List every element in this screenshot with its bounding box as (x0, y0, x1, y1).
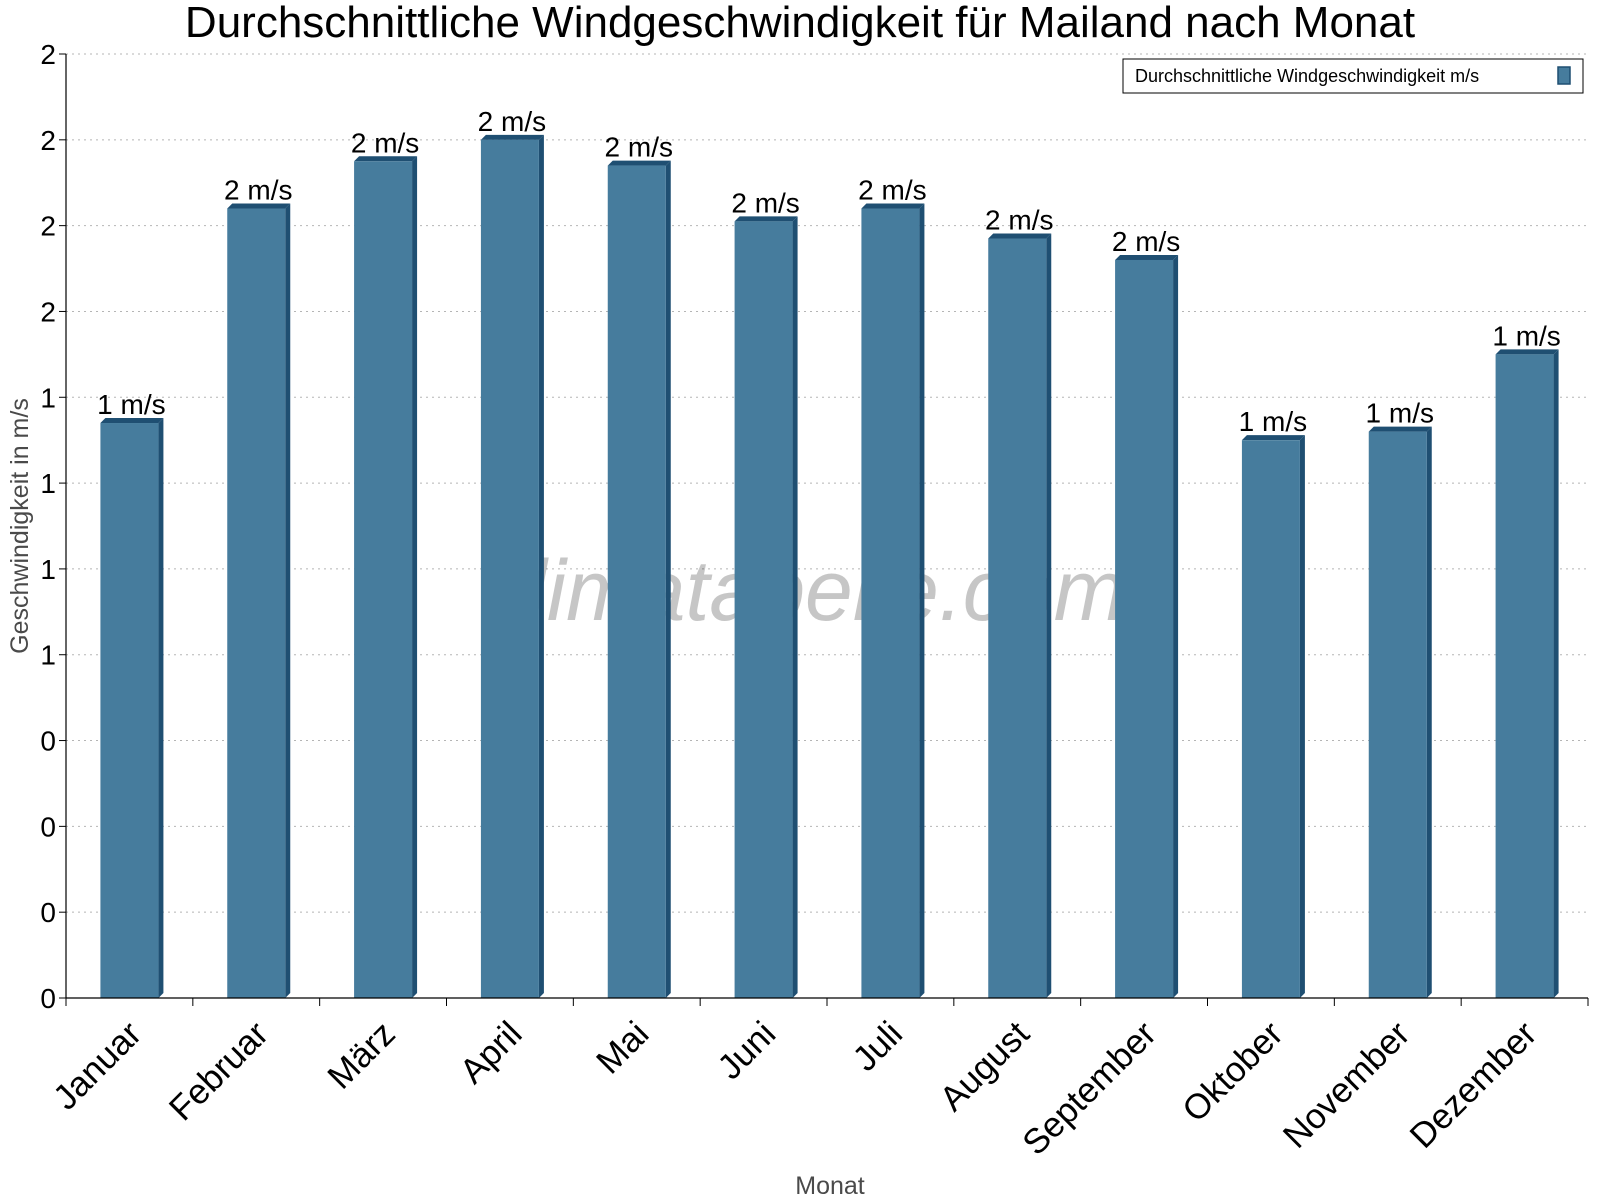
legend-swatch (1557, 66, 1571, 85)
y-tick-label: 0 (40, 811, 56, 842)
bar-top (354, 156, 418, 162)
x-tick-label: Juli (845, 1014, 910, 1079)
bar-front (1368, 431, 1427, 999)
x-tick-label: Juni (710, 1014, 783, 1087)
bar-top (100, 418, 164, 424)
bar-top (1115, 254, 1179, 260)
bar-front (861, 208, 920, 999)
x-tick-label: Mai (589, 1014, 656, 1081)
bar-front (1495, 354, 1554, 998)
x-axis-title: Monat (795, 1172, 865, 1200)
bar-side (792, 216, 798, 998)
y-tick-label: 2 (40, 125, 56, 156)
x-tick-label: Oktober (1175, 1014, 1291, 1130)
bar-front (354, 161, 413, 999)
value-label: 1 m/s (1239, 406, 1307, 437)
y-tick-label: 2 (40, 211, 56, 242)
bar-10 (1241, 435, 1305, 998)
x-tick-label: September (1015, 1014, 1164, 1163)
y-tick-label: 0 (40, 983, 56, 1014)
bar-front (988, 238, 1047, 998)
legend: Durchschnittliche Windgeschwindigkeit m/… (1122, 58, 1584, 94)
bar-2 (227, 203, 291, 999)
bar-side (1173, 254, 1179, 999)
bar-front (607, 165, 666, 999)
bar-top (480, 134, 544, 140)
legend-box (1122, 58, 1584, 94)
bar-7 (861, 203, 925, 999)
x-tick-label: April (452, 1014, 529, 1091)
x-tick-label: Dezember (1402, 1014, 1544, 1156)
grid-lines (66, 53, 1588, 913)
y-tick-label: 1 (40, 468, 56, 499)
value-label: 1 m/s (1492, 320, 1560, 351)
bars (100, 134, 1559, 999)
bar-top (607, 160, 671, 166)
bar-top (1241, 435, 1305, 441)
y-tick-label: 2 (40, 296, 56, 327)
bar-side (158, 418, 164, 998)
value-label: 2 m/s (351, 127, 419, 158)
value-label: 2 m/s (858, 174, 926, 205)
value-label: 1 m/s (1366, 398, 1434, 429)
y-tick-label: 1 (40, 382, 56, 413)
value-label: 2 m/s (1112, 226, 1180, 257)
x-tick-label: März (320, 1014, 403, 1097)
bar-side (1046, 233, 1052, 998)
bar-top (1495, 349, 1559, 355)
y-tick-label: 1 (40, 554, 56, 585)
x-tick-label: August (932, 1014, 1037, 1119)
bar-8 (988, 233, 1052, 998)
bar-side (919, 203, 925, 999)
bar-12 (1495, 349, 1559, 998)
bar-side (538, 134, 544, 998)
bar-9 (1115, 254, 1179, 999)
bar-side (1553, 349, 1559, 998)
bar-11 (1368, 426, 1432, 999)
value-label: 2 m/s (731, 187, 799, 218)
bar-side (665, 160, 671, 999)
y-tick-label: 0 (40, 897, 56, 928)
bar-front (100, 423, 159, 998)
bar-1 (100, 418, 164, 998)
bar-front (1115, 259, 1174, 998)
bar-front (1241, 440, 1300, 998)
x-tick-label: Februar (162, 1014, 276, 1128)
chart-title: Durchschnittliche Windgeschwindigkeit fü… (184, 0, 1416, 47)
value-label: 2 m/s (605, 132, 673, 163)
y-tick-label: 0 (40, 726, 56, 757)
x-tick-label: Januar (46, 1014, 149, 1117)
bar-front (734, 221, 793, 998)
bar-top (861, 203, 925, 209)
legend-label: Durchschnittliche Windgeschwindigkeit m/… (1135, 66, 1479, 86)
bar-front (480, 139, 539, 998)
x-tick-label: November (1276, 1014, 1418, 1156)
value-labels: 1 m/s 2 m/s 2 m/s 2 m/s 2 m/s 2 m/s 2 m/s 2 m/s… (97, 106, 1561, 437)
bar-top (1368, 426, 1432, 432)
bar-top (734, 216, 798, 222)
value-label: 2 m/s (985, 205, 1053, 236)
bar-4 (480, 134, 544, 998)
bar-side (412, 156, 418, 999)
bar-5 (607, 160, 671, 999)
bar-side (1299, 435, 1305, 998)
bar-front (227, 208, 286, 999)
y-tick-label: 2 (40, 39, 56, 70)
y-tick-label: 1 (40, 640, 56, 671)
value-label: 1 m/s (97, 389, 165, 420)
bar-side (1426, 426, 1432, 999)
bar-3 (354, 156, 418, 999)
bar-top (227, 203, 291, 209)
bar-6 (734, 216, 798, 998)
bar-side (285, 203, 291, 999)
bar-top (988, 233, 1052, 239)
value-label: 2 m/s (224, 174, 292, 205)
value-label: 2 m/s (478, 106, 546, 137)
y-axis-title: Geschwindigkeit in m/s (6, 398, 34, 654)
